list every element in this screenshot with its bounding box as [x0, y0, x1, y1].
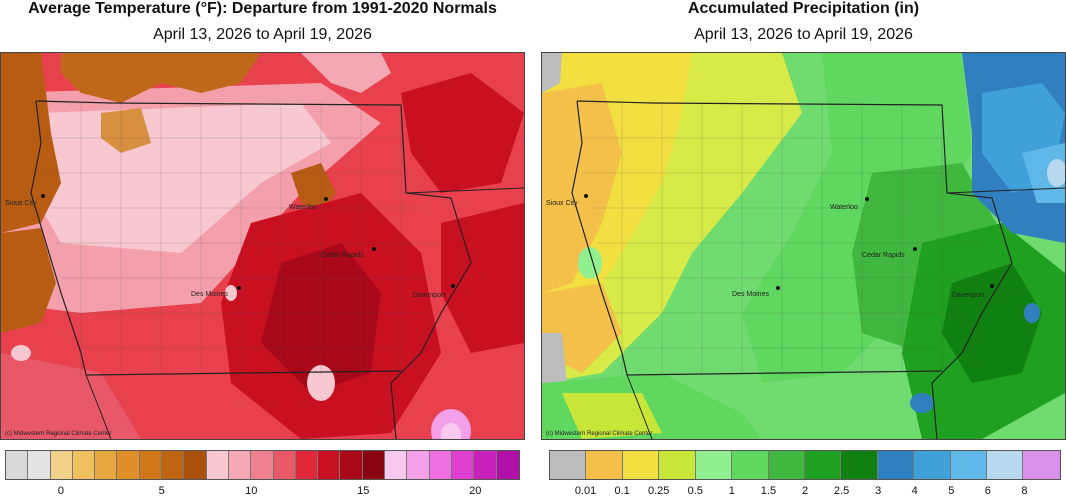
legend-swatch: [622, 451, 660, 479]
legend-swatch: [496, 451, 519, 479]
precipitation-panel: Accumulated Precipitation (in) April 13,…: [541, 0, 1066, 501]
legend-swatch: [273, 451, 296, 479]
city-label: Waterloo: [289, 204, 317, 211]
legend-swatch: [95, 451, 118, 479]
city-label: Davenport: [952, 292, 984, 299]
legend-swatch: [184, 451, 207, 479]
city-label: Cedar Rapids: [862, 252, 905, 259]
temperature-panel: Average Temperature (°F): Departure from…: [0, 0, 525, 501]
legend-tick-label: 0: [57, 485, 65, 497]
legend-swatch: [162, 451, 185, 479]
legend-tick-label: 15: [357, 485, 370, 497]
precipitation-title: Accumulated Precipitation (in): [687, 0, 920, 17]
legend-swatch: [72, 451, 96, 479]
legend-swatch: [950, 451, 988, 479]
legend-swatch: [451, 451, 475, 479]
legend-swatch: [841, 451, 878, 479]
city-label: Des Moines: [732, 291, 769, 298]
legend-tick-label: 0.01: [574, 485, 597, 497]
legend-swatch: [318, 451, 341, 479]
legend-swatch: [28, 451, 51, 479]
legend-tick-label: 0.5: [687, 485, 703, 497]
temperature-subtitle: April 13, 2026 to April 19, 2026: [153, 26, 372, 43]
legend-swatch: [804, 451, 842, 479]
map-credit: (c) Midwestern Regional Climate Center: [5, 431, 111, 437]
legend-swatch: [550, 451, 587, 479]
precipitation-map-svg: Sioux City Waterloo Cedar Rapids Des Moi…: [542, 53, 1065, 439]
city-label: Davenport: [413, 292, 445, 299]
precipitation-legend-ticks: 0.01 0.1 0.25 0.5 1 1.5 2 2.5 3 4 5 6 8: [549, 485, 1061, 499]
legend-swatch: [6, 451, 29, 479]
temperature-legend: [5, 450, 520, 480]
legend-swatch: [295, 451, 319, 479]
temperature-map-svg: Sioux City Waterloo Cedar Rapids Des Moi…: [1, 53, 524, 439]
legend-swatch: [987, 451, 1024, 479]
legend-tick-label: 5: [158, 485, 165, 497]
city-label: Sioux City: [5, 200, 37, 207]
legend-swatch: [429, 451, 452, 479]
legend-swatch: [877, 451, 915, 479]
precipitation-subtitle: April 13, 2026 to April 19, 2026: [694, 26, 913, 43]
legend-tick-label: 10: [245, 485, 258, 497]
legend-swatch: [139, 451, 163, 479]
legend-swatch: [385, 451, 408, 479]
legend-swatch: [659, 451, 696, 479]
temperature-map: Sioux City Waterloo Cedar Rapids Des Moi…: [0, 52, 525, 440]
legend-tick-label: 1.5: [760, 485, 777, 497]
legend-swatch: [732, 451, 769, 479]
legend-swatch: [586, 451, 623, 479]
city-label: Cedar Rapids: [321, 252, 364, 259]
temperature-title: Average Temperature (°F): Departure from…: [28, 0, 497, 17]
legend-tick-label: 8: [1021, 485, 1028, 497]
legend-swatch: [1023, 451, 1060, 479]
legend-swatch: [117, 451, 140, 479]
legend-swatch: [340, 451, 363, 479]
legend-swatch: [407, 451, 430, 479]
map-credit: (c) Midwestern Regional Climate Center: [546, 431, 652, 437]
legend-tick-label: 2.5: [833, 485, 850, 497]
legend-swatch: [914, 451, 951, 479]
legend-swatch: [768, 451, 805, 479]
legend-swatch: [362, 451, 386, 479]
legend-tick-label: 2: [801, 485, 809, 497]
legend-tick-label: 0.25: [647, 485, 670, 497]
legend-swatch: [50, 451, 73, 479]
legend-tick-label: 20: [469, 485, 482, 497]
legend-tick-label: 5: [948, 485, 955, 497]
legend-swatch: [228, 451, 252, 479]
legend-tick-label: 3: [875, 485, 882, 497]
legend-swatch: [206, 451, 229, 479]
legend-swatch: [474, 451, 497, 479]
legend-tick-label: 0.1: [614, 485, 630, 497]
legend-tick-label: 4: [911, 485, 918, 497]
legend-tick-label: 1: [728, 485, 735, 497]
temperature-legend-ticks: 0 5 10 15 20: [5, 485, 520, 499]
city-label: Sioux City: [546, 200, 578, 207]
precipitation-map: Sioux City Waterloo Cedar Rapids Des Moi…: [541, 52, 1066, 440]
city-label: Waterloo: [830, 204, 858, 211]
precipitation-legend: [549, 450, 1061, 480]
legend-swatch: [695, 451, 733, 479]
legend-tick-label: 6: [984, 485, 991, 497]
legend-swatch: [251, 451, 274, 479]
city-label: Des Moines: [191, 291, 228, 298]
